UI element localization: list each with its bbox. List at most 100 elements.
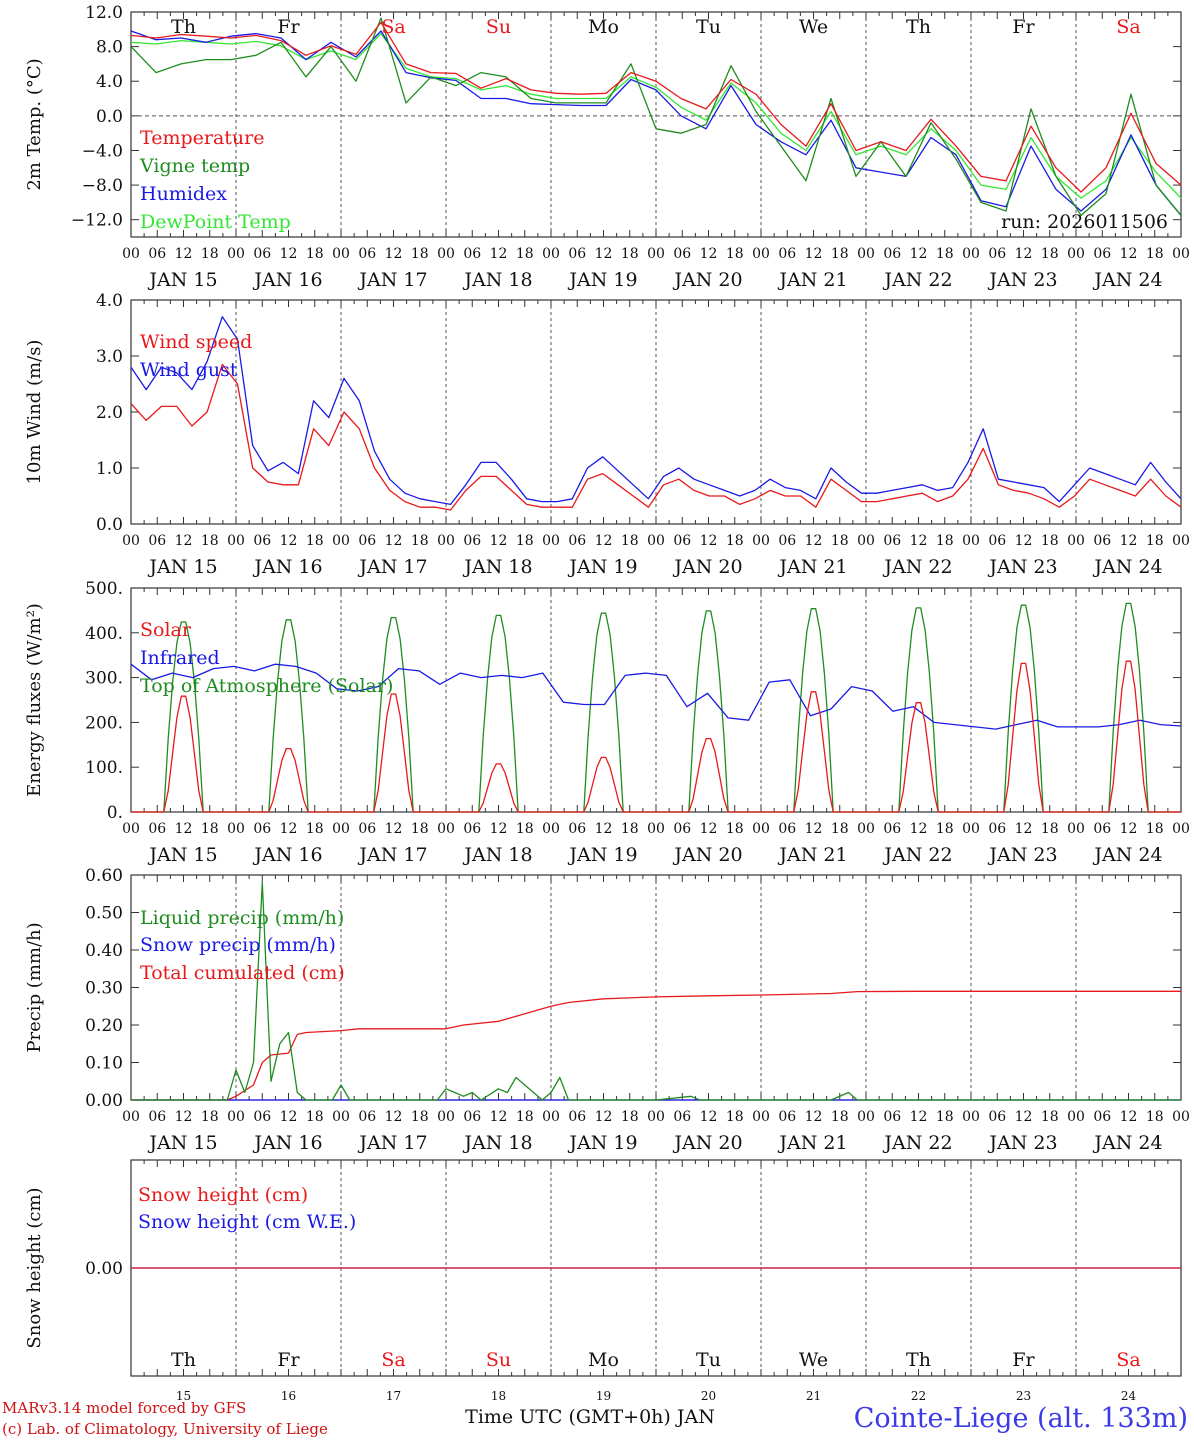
date-label: JAN 21 (777, 269, 847, 291)
hour-label: 12 (490, 533, 508, 549)
hour-label: 06 (1093, 533, 1111, 549)
y-tick-label: −4.0 (82, 141, 123, 161)
weekday-label: Th (171, 1349, 196, 1371)
panel-snow: 0.00 Snow height (cm) (24, 1159, 1182, 1377)
weekday-label: Tu (696, 1349, 721, 1371)
hour-label: 18 (831, 246, 849, 262)
hour-label: 18 (1041, 821, 1059, 837)
hour-label: 12 (700, 246, 718, 262)
y-tick-label: 0.40 (85, 941, 123, 961)
hour-label: 06 (778, 246, 796, 262)
hour-label: 06 (1093, 821, 1111, 837)
y-tick-label: 0.00 (85, 1091, 123, 1111)
y-tick-label: −12.0 (71, 211, 123, 231)
weekday-label: Sa (1116, 1349, 1140, 1371)
hour-label: 12 (700, 1109, 718, 1125)
hour-label: 18 (201, 246, 219, 262)
panel-frame (130, 299, 1182, 525)
hour-label: 12 (385, 533, 403, 549)
hour-label: 00 (647, 821, 665, 837)
y-tick-label: 0.10 (85, 1054, 123, 1074)
hour-label: 00 (1067, 1109, 1085, 1125)
hour-label: 06 (883, 821, 901, 837)
series-line-wind-speed (130, 363, 1182, 511)
hour-label: 00 (962, 821, 980, 837)
y-tick-label: 4.0 (96, 291, 123, 311)
hour-label: 06 (673, 821, 691, 837)
date-label: JAN 21 (777, 844, 847, 866)
hour-label: 00 (227, 821, 245, 837)
date-label: JAN 16 (252, 1132, 322, 1154)
y-tick-label: 4.0 (96, 72, 123, 92)
hour-label: 00 (122, 1109, 140, 1125)
series-line-wind-gust (130, 316, 1182, 506)
hour-label: 18 (516, 821, 534, 837)
day-number-label: 20 (701, 1389, 716, 1403)
hour-label: 18 (1146, 533, 1164, 549)
hour-label: 18 (306, 821, 324, 837)
series-line-solar (131, 660, 1181, 813)
legend-humidex: Humidex (140, 183, 227, 205)
footer-model: MARv3.14 model forced by GFS (2, 1399, 246, 1417)
hour-label: 12 (490, 246, 508, 262)
date-label: JAN 24 (1092, 844, 1162, 866)
panel-frame (130, 587, 1182, 813)
date-label: JAN 17 (357, 1132, 427, 1154)
y-tick-label: 0.20 (85, 1016, 123, 1036)
date-label: JAN 23 (987, 1132, 1057, 1154)
hour-label: 00 (752, 246, 770, 262)
hour-label: 12 (175, 246, 193, 262)
y-axis-label: 10m Wind (m/s) (24, 340, 45, 485)
y-tick-label: 0.50 (85, 904, 123, 924)
date-label: JAN 23 (987, 556, 1057, 578)
date-label: JAN 22 (882, 269, 952, 291)
station-name: Cointe-Liege (alt. 133m) (854, 1403, 1188, 1434)
hour-label: 12 (175, 533, 193, 549)
hour-label: 12 (700, 533, 718, 549)
hour-label: 00 (962, 533, 980, 549)
hour-label: 06 (778, 533, 796, 549)
date-label: JAN 17 (357, 269, 427, 291)
hour-label: 06 (778, 821, 796, 837)
y-axis-label: 2m Temp. (°C) (24, 58, 45, 190)
run-label: run: 2026011506 (1001, 211, 1168, 233)
date-label: JAN 16 (252, 844, 322, 866)
hour-label: 06 (358, 1109, 376, 1125)
hour-label: 00 (1172, 1109, 1190, 1125)
hour-label: 18 (1146, 246, 1164, 262)
date-label: JAN 18 (462, 556, 532, 578)
date-label: JAN 24 (1092, 1132, 1162, 1154)
y-tick-label: 0.00 (85, 1259, 123, 1279)
date-label: JAN 23 (987, 844, 1057, 866)
day-number-label: 21 (806, 1389, 821, 1403)
hour-label: 00 (857, 246, 875, 262)
date-label: JAN 15 (147, 1132, 217, 1154)
hour-label: 06 (988, 246, 1006, 262)
hour-label: 06 (778, 1109, 796, 1125)
hour-label: 18 (726, 821, 744, 837)
hour-label: 18 (726, 1109, 744, 1125)
hour-label: 06 (568, 821, 586, 837)
y-tick-label: 8.0 (96, 38, 123, 58)
date-label: JAN 21 (777, 556, 847, 578)
hour-label: 18 (726, 246, 744, 262)
hour-label: 00 (542, 1109, 560, 1125)
hour-label: 18 (621, 821, 639, 837)
hour-label: 12 (1015, 1109, 1033, 1125)
hour-label: 12 (910, 533, 928, 549)
hour-label: 12 (490, 821, 508, 837)
legend-solar: Solar (140, 619, 192, 641)
day-number-label: 16 (281, 1389, 296, 1403)
legend-liquid-precip: Liquid precip (mm/h) (140, 907, 344, 929)
hour-label: 06 (148, 246, 166, 262)
hour-label: 06 (358, 533, 376, 549)
weekday-label: Su (486, 16, 511, 38)
hour-label: 00 (752, 533, 770, 549)
series-line-humidex (130, 30, 1182, 216)
hour-label: 18 (411, 1109, 429, 1125)
hour-label: 18 (831, 821, 849, 837)
y-tick-label: 0.0 (96, 515, 123, 535)
hour-label: 18 (201, 1109, 219, 1125)
hour-label: 18 (411, 821, 429, 837)
